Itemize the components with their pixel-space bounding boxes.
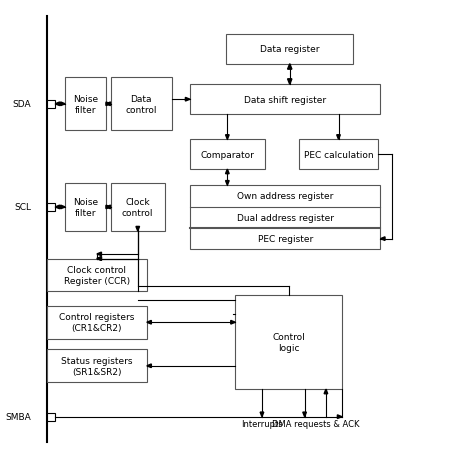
Polygon shape [55,206,60,209]
FancyBboxPatch shape [299,140,378,170]
FancyBboxPatch shape [65,78,106,131]
Polygon shape [337,415,342,419]
Polygon shape [55,103,60,106]
Polygon shape [147,321,151,325]
Text: Data register: Data register [260,45,319,54]
Polygon shape [106,103,110,106]
FancyBboxPatch shape [110,78,172,131]
Polygon shape [97,257,101,261]
Text: Noise
filter: Noise filter [73,94,98,114]
FancyBboxPatch shape [47,413,55,421]
Text: SDA: SDA [12,100,31,109]
FancyBboxPatch shape [47,350,147,382]
FancyBboxPatch shape [226,35,353,64]
Polygon shape [106,206,110,209]
Text: SMBA: SMBA [5,412,31,421]
FancyBboxPatch shape [235,295,342,389]
Text: Own address register: Own address register [237,192,333,201]
Text: DMA requests & ACK: DMA requests & ACK [272,419,359,428]
Polygon shape [226,170,229,174]
Text: Noise
filter: Noise filter [73,197,98,218]
Text: Status registers
(SR1&SR2): Status registers (SR1&SR2) [61,356,133,376]
Polygon shape [61,103,65,106]
FancyBboxPatch shape [47,306,147,339]
Polygon shape [136,227,139,232]
FancyBboxPatch shape [65,183,106,232]
FancyBboxPatch shape [190,186,381,250]
Polygon shape [288,64,292,70]
Text: Dual address register: Dual address register [237,213,334,222]
Polygon shape [231,321,235,325]
Text: Control registers
(CR1&CR2): Control registers (CR1&CR2) [59,313,135,332]
FancyBboxPatch shape [190,85,381,115]
Polygon shape [226,181,229,186]
Text: PEC calculation: PEC calculation [304,150,374,159]
Polygon shape [106,103,110,106]
FancyBboxPatch shape [47,100,55,109]
Polygon shape [324,389,328,394]
Text: Comparator: Comparator [201,150,254,159]
Polygon shape [106,206,110,209]
FancyBboxPatch shape [190,140,265,170]
FancyBboxPatch shape [110,183,165,232]
Text: Data
control: Data control [126,94,157,114]
Polygon shape [337,136,340,140]
Polygon shape [61,206,65,209]
FancyBboxPatch shape [47,203,55,212]
Text: PEC register: PEC register [257,235,313,244]
Polygon shape [288,80,292,85]
Text: Clock control
Register (CCR): Clock control Register (CCR) [64,265,130,285]
Polygon shape [97,252,101,256]
Polygon shape [185,98,190,102]
Polygon shape [260,412,264,417]
Text: Interrupts: Interrupts [241,419,283,428]
FancyBboxPatch shape [47,259,147,291]
Text: Control
logic: Control logic [272,332,305,352]
Polygon shape [226,136,229,140]
Text: Data shift register: Data shift register [244,95,326,105]
Polygon shape [147,364,151,368]
Polygon shape [381,238,385,241]
Text: SCL: SCL [14,203,31,212]
Polygon shape [303,412,306,417]
Text: Clock
control: Clock control [122,197,154,218]
Polygon shape [97,257,101,261]
